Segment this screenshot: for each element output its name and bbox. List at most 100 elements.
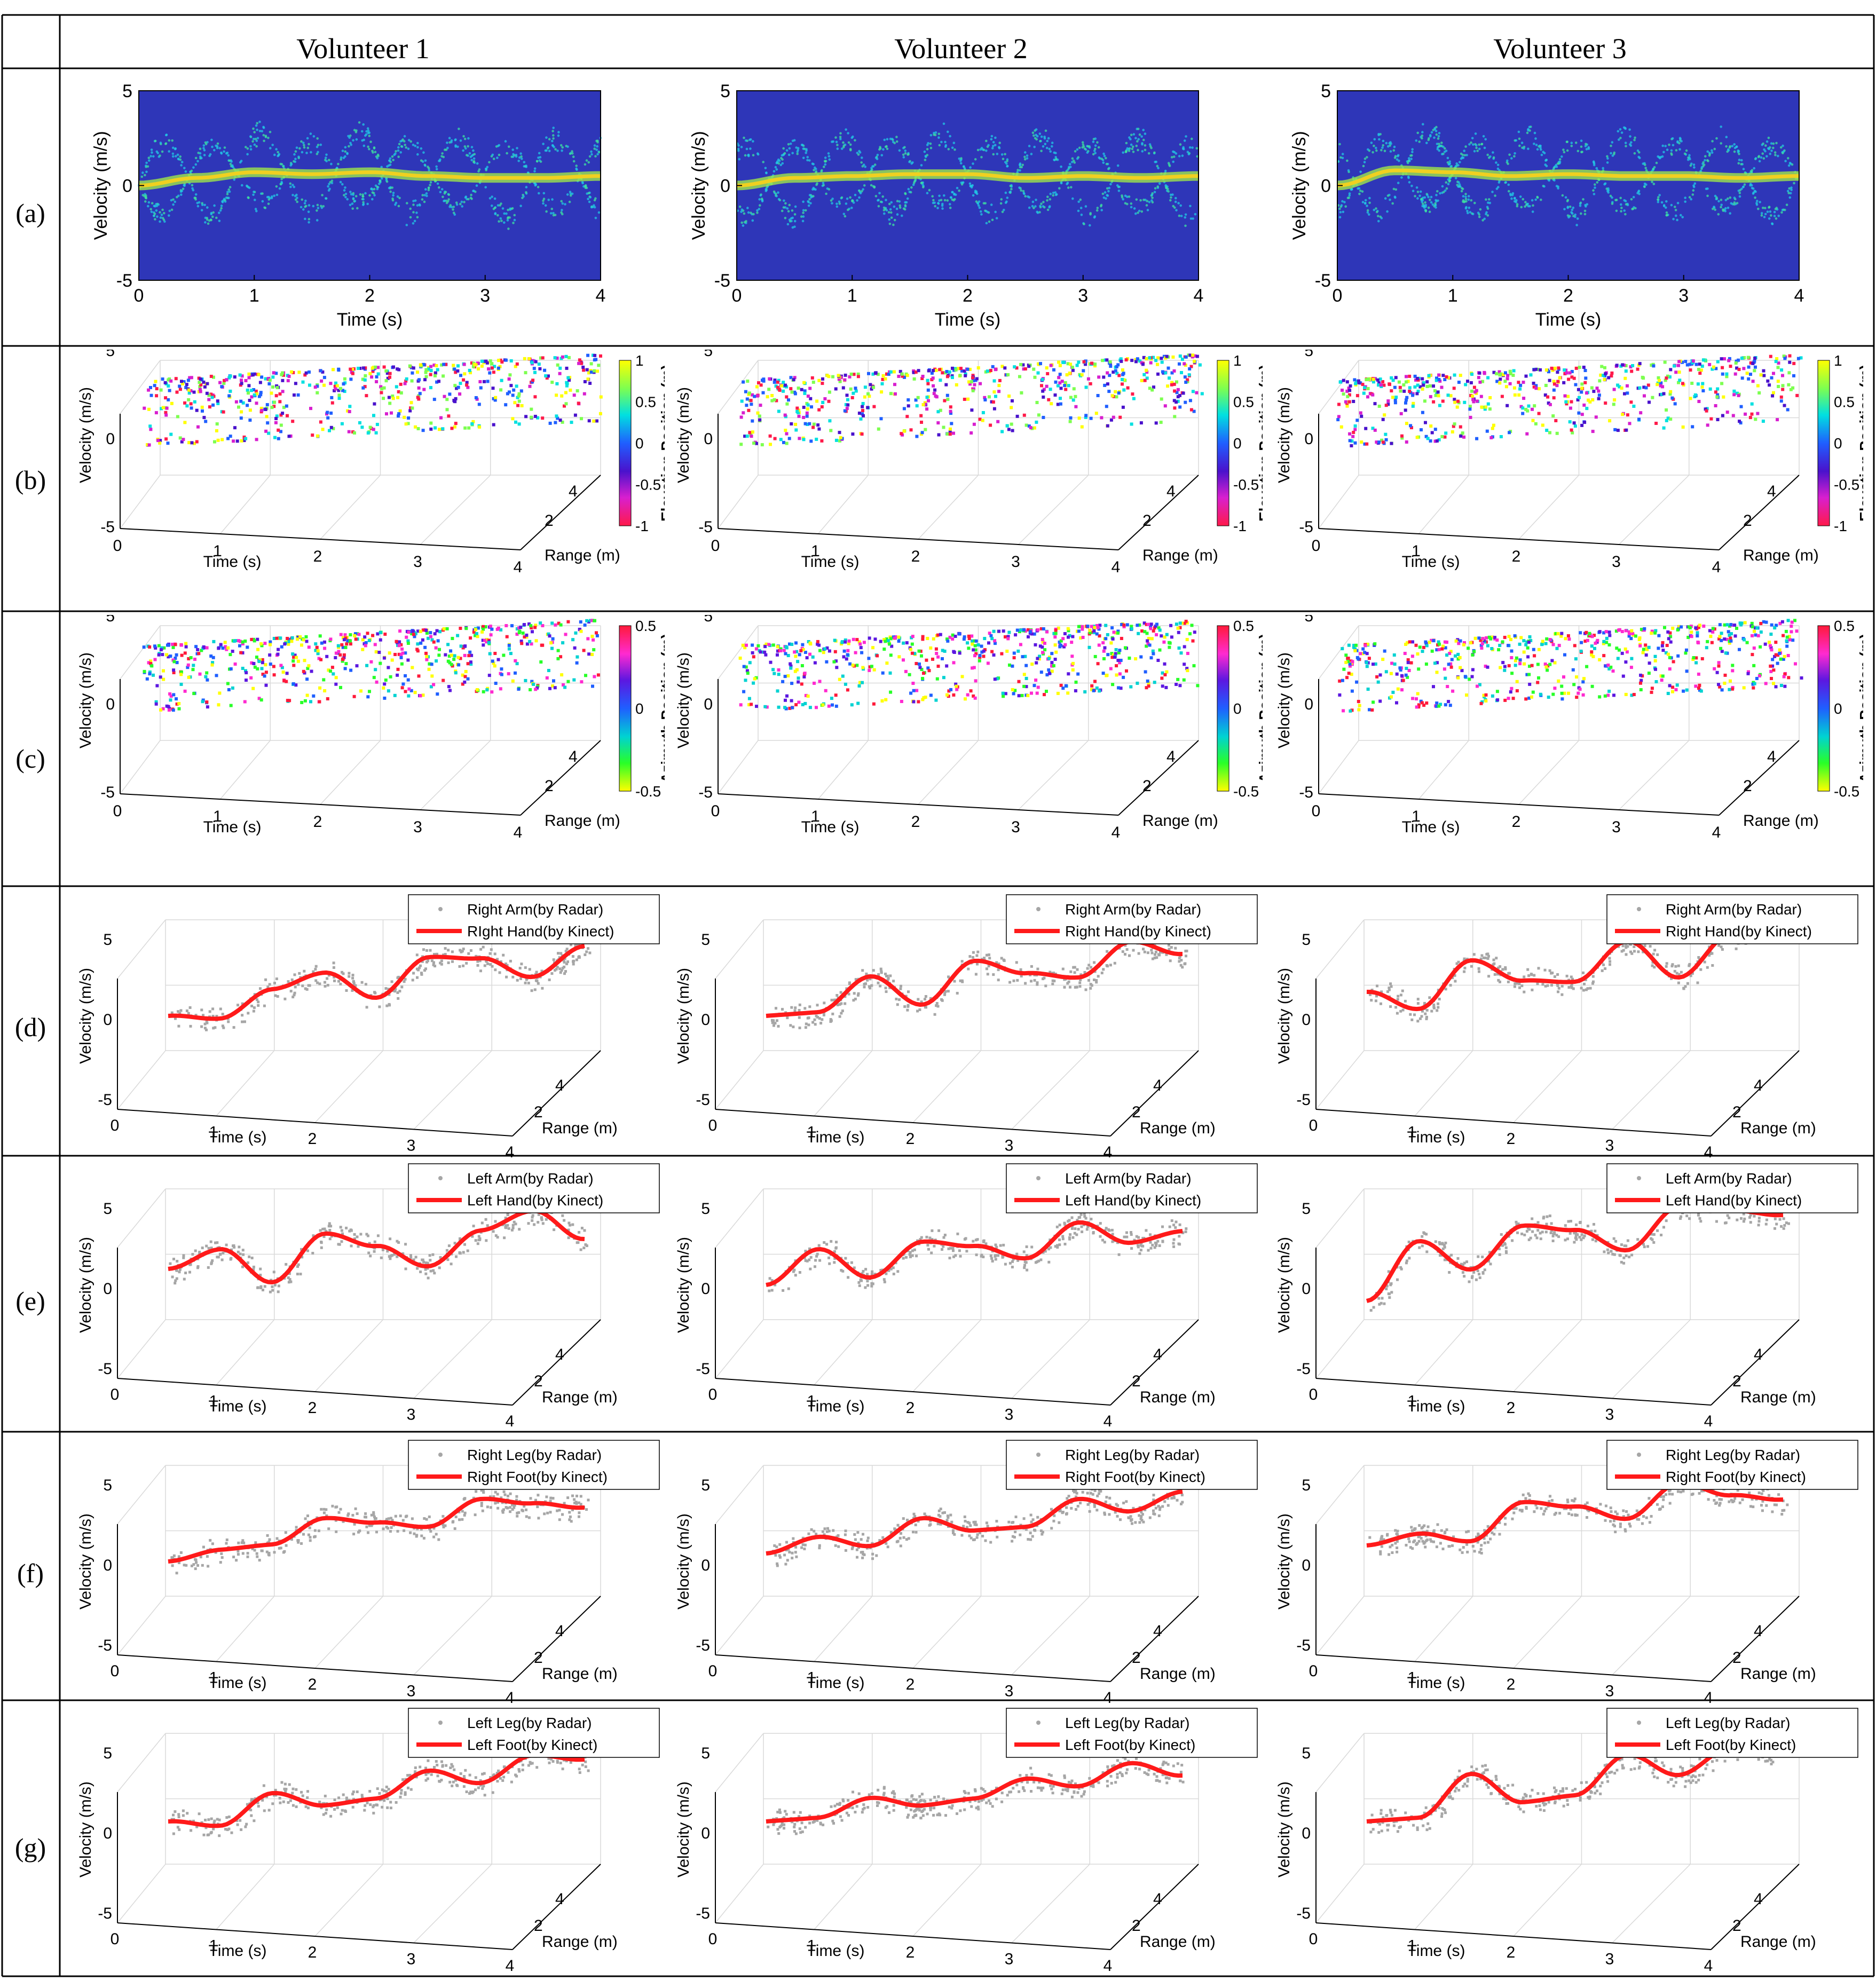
spectrogram-cell (516, 147, 518, 149)
spectrogram-cell (898, 206, 902, 209)
radar-point (490, 690, 494, 694)
spectrogram-cell (407, 147, 410, 150)
spectrogram-cell (783, 152, 786, 155)
row-label-c: (c) (15, 744, 45, 774)
spectrogram-cell (264, 207, 267, 209)
radar-point (573, 413, 577, 417)
radar-point (303, 659, 306, 662)
radar-point (353, 431, 356, 435)
z-axis-line (520, 475, 601, 550)
spectrogram-cell (896, 200, 899, 202)
radar-point (325, 1808, 328, 1811)
radar-point (366, 1801, 369, 1804)
radar-point (545, 1218, 548, 1221)
radar-point (313, 1535, 316, 1539)
radar-point (431, 1253, 435, 1256)
radar-point (247, 1012, 250, 1015)
spectrogram-cell (309, 132, 312, 135)
radar-point (245, 1823, 248, 1826)
spectrogram-cell (273, 153, 276, 156)
radar-point (296, 637, 299, 641)
radar-point (180, 670, 183, 674)
radar-point (1188, 367, 1192, 370)
radar-point (194, 1558, 197, 1561)
colorbar-label: Elevation Position (m) (658, 365, 665, 522)
radar-point (150, 664, 154, 668)
spectrogram-cell (1080, 214, 1083, 216)
radar-point (300, 701, 304, 704)
spectrogram-cell (1185, 135, 1187, 138)
spectrogram-cell (358, 121, 361, 124)
radar-point (337, 393, 341, 397)
radar-point (1063, 381, 1067, 384)
radar-point (520, 642, 524, 645)
spectrogram-cell (596, 139, 599, 143)
radar-point (506, 1506, 509, 1510)
z-axis-label: Range (m) (542, 1119, 618, 1137)
spectrogram-cell (472, 160, 476, 163)
spectrogram-cell (542, 199, 545, 202)
radar-point (373, 402, 376, 406)
radar-point (511, 1503, 514, 1506)
radar-point (278, 1796, 281, 1800)
spectrogram-cell (472, 149, 475, 152)
radar-point (387, 988, 390, 991)
radar-point (188, 1263, 192, 1266)
radar-point (372, 676, 376, 680)
radar-point (477, 367, 480, 370)
radar-point (499, 1777, 502, 1780)
radar-point (273, 436, 277, 439)
spectrogram-cell (1169, 199, 1172, 202)
spectrogram-cell (505, 212, 508, 215)
radar-point (171, 643, 175, 646)
radar-point (458, 1518, 461, 1521)
spectrogram-cell (947, 148, 950, 151)
radar-point (467, 654, 471, 658)
spectrogram-cell (183, 167, 186, 170)
spectrogram-cell (386, 165, 389, 168)
radar-point (482, 627, 485, 631)
spectrogram-cell (1102, 152, 1105, 155)
radar-point (341, 971, 343, 974)
radar-point (352, 982, 356, 985)
x-axis-label: Time (s) (203, 818, 262, 836)
radar-point (439, 1256, 442, 1259)
spectrogram-cell (882, 206, 886, 209)
radar-point (811, 381, 815, 384)
spectrogram-cell (356, 207, 359, 210)
y-axis-label: Velocity (m/s) (77, 1781, 94, 1877)
radar-point (375, 375, 379, 378)
radar-point (225, 1539, 228, 1541)
radar-point (184, 385, 188, 389)
radar-point (419, 1765, 422, 1769)
radar-point (399, 1514, 402, 1518)
radar-point (408, 630, 412, 633)
spectrogram-cell (1106, 187, 1109, 190)
spectrogram-cell (196, 204, 200, 208)
radar-point (547, 374, 550, 378)
spectrogram-cell (1004, 153, 1006, 156)
radar-point (349, 377, 353, 381)
radar-point (472, 1496, 475, 1500)
legend-box (408, 1440, 660, 1490)
radar-point (578, 956, 581, 959)
radar-point (261, 658, 264, 661)
radar-point (569, 1515, 572, 1518)
radar-point (226, 682, 230, 685)
radar-point (163, 381, 167, 384)
radar-point (566, 376, 570, 380)
spectrogram-cell (864, 165, 866, 168)
radar-point (447, 414, 451, 418)
spectrogram-cell (784, 202, 787, 205)
spectrogram-cell (443, 199, 446, 202)
radar-point (1191, 390, 1195, 393)
radar-point (217, 703, 220, 707)
radar-point (297, 370, 301, 374)
spectrogram-cell (764, 190, 768, 192)
spectrogram-cell (797, 147, 800, 149)
radar-point (353, 632, 357, 636)
radar-point (249, 676, 253, 680)
radar-point (416, 642, 420, 646)
radar-point (159, 648, 163, 652)
